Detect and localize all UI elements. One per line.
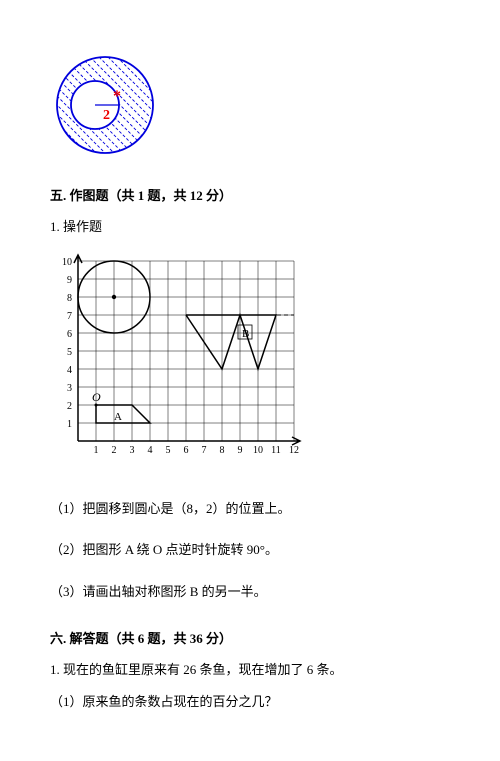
- svg-text:5: 5: [67, 347, 72, 358]
- section-6-heading: 六. 解答题（共 6 题，共 36 分）: [50, 627, 450, 650]
- svg-text:6: 6: [67, 329, 72, 340]
- svg-text:3: 3: [67, 383, 72, 394]
- svg-text:9: 9: [238, 445, 243, 456]
- grid-svg: 12345678910123456789101112OAB: [50, 249, 310, 479]
- svg-text:B: B: [242, 328, 249, 340]
- svg-text:2: 2: [112, 445, 117, 456]
- section-6-q1-sub1: （1）原来鱼的条数占现在的百分之几？: [50, 690, 450, 713]
- section-5-sub2: （2）把图形 A 绕 O 点逆时针旋转 90°。: [50, 538, 450, 561]
- svg-text:8: 8: [67, 293, 72, 304]
- svg-text:7: 7: [202, 445, 207, 456]
- hatched-circle-svg: 2*: [50, 50, 160, 160]
- svg-text:12: 12: [289, 445, 299, 456]
- svg-text:O: O: [92, 390, 101, 404]
- section-5-heading: 五. 作图题（共 1 题，共 12 分）: [50, 184, 450, 207]
- svg-text:1: 1: [94, 445, 99, 456]
- svg-text:1: 1: [67, 419, 72, 430]
- figure-hatched-circle: 2*: [50, 50, 450, 160]
- section-6-q1: 1. 现在的鱼缸里原来有 26 条鱼，现在增加了 6 条。: [50, 658, 450, 681]
- svg-text:9: 9: [67, 275, 72, 286]
- svg-text:10: 10: [62, 257, 72, 268]
- section-5-sub1: （1）把圆移到圆心是（8，2）的位置上。: [50, 497, 450, 520]
- section-5-sub3: （3）请画出轴对称图形 B 的另一半。: [50, 580, 450, 603]
- svg-text:5: 5: [166, 445, 171, 456]
- svg-text:2: 2: [67, 401, 72, 412]
- svg-text:2: 2: [103, 108, 110, 123]
- svg-text:7: 7: [67, 311, 72, 322]
- svg-text:*: *: [113, 88, 121, 105]
- figure-grid: 12345678910123456789101112OAB: [50, 249, 450, 479]
- svg-text:8: 8: [220, 445, 225, 456]
- svg-text:3: 3: [130, 445, 135, 456]
- svg-text:11: 11: [271, 445, 281, 456]
- svg-text:6: 6: [184, 445, 189, 456]
- svg-text:4: 4: [67, 365, 72, 376]
- section-5-q1-label: 1. 操作题: [50, 215, 450, 238]
- svg-text:A: A: [114, 411, 122, 423]
- svg-text:10: 10: [253, 445, 263, 456]
- svg-text:4: 4: [148, 445, 153, 456]
